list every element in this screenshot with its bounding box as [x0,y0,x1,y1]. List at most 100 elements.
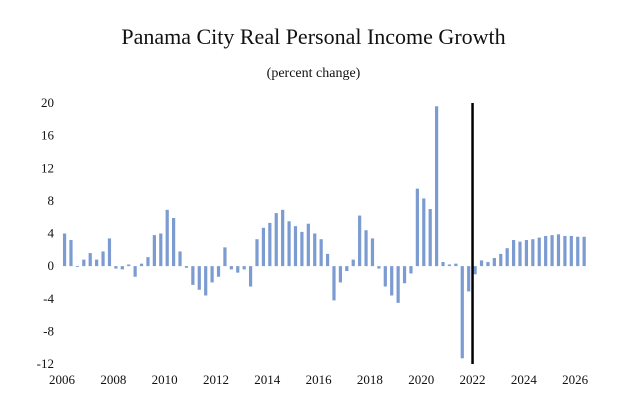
bar [325,253,330,267]
y-tick-label: 0 [48,258,55,273]
bar [402,266,407,284]
bar [370,238,375,267]
bar [287,221,291,267]
bar [364,230,368,267]
bar [467,266,471,292]
x-tick-label: 2016 [306,372,333,387]
bar [576,236,580,267]
bar [120,266,124,270]
bar [306,223,310,267]
bar [479,260,484,267]
bar [62,233,67,267]
bar [88,253,92,267]
bar [75,266,79,267]
y-tick-label: 20 [41,95,54,110]
x-tick-label: 2022 [460,372,486,387]
bar [569,235,573,267]
bar [518,241,522,267]
y-tick-label: -8 [43,323,54,338]
y-tick-label: -12 [37,356,54,371]
bar [441,262,445,267]
bar [268,222,272,267]
bar [556,234,561,267]
bar [390,266,394,296]
bar [300,231,304,267]
bar [377,266,381,269]
bar [95,259,99,267]
bar [563,235,567,267]
bar [415,188,419,267]
bar [351,259,355,267]
bar [127,264,131,267]
chart-subtitle: (percent change) [266,66,361,81]
bar [69,240,73,267]
bar [101,251,105,267]
y-tick-label: 4 [48,226,55,241]
bar [255,239,259,267]
bar [486,262,490,267]
bar [454,263,458,267]
x-tick-label: 2026 [562,372,589,387]
bar [216,266,221,277]
bar [422,198,426,267]
y-axis-ticks: 20 16 12 8 4 0 -4 -8 -12 [37,95,55,371]
bar [191,266,195,285]
bar [114,266,118,269]
bar [82,259,86,267]
bar [435,106,439,267]
bar [146,257,150,267]
bar [473,266,477,275]
bar [178,251,182,267]
bar [524,240,529,267]
x-tick-label: 2014 [254,372,281,387]
bar [139,263,144,267]
bar [313,233,317,267]
bar [505,248,509,267]
bar [274,213,278,267]
bar [293,226,298,267]
bar [184,266,189,268]
x-tick-label: 2024 [511,372,538,387]
bar [242,266,246,270]
chart-title: Panama City Real Personal Income Growth [121,24,506,49]
bar [172,218,176,267]
bar [261,227,266,267]
bar [544,235,548,267]
bar [550,235,554,267]
bar [107,238,112,267]
bar [409,266,413,274]
bar [537,237,541,267]
x-tick-label: 2018 [357,372,383,387]
y-tick-label: -4 [43,291,54,306]
bar [133,266,137,277]
bar [210,266,214,283]
bar [499,253,503,267]
bar [197,266,201,290]
bar [447,264,452,267]
bar [582,236,586,267]
bar [229,266,233,270]
bar [511,240,516,267]
bar [338,266,342,283]
bar [396,266,400,303]
bar [319,239,323,267]
bar [165,209,169,267]
y-tick-label: 8 [48,193,55,208]
x-tick-label: 2010 [152,372,178,387]
bar [236,266,240,273]
bar [345,266,349,272]
bar [428,209,432,267]
bar [281,209,285,267]
bar [204,266,208,296]
bar [492,257,496,267]
bar [383,266,387,287]
bar [332,266,336,301]
y-tick-label: 16 [41,128,55,143]
bar [223,247,227,267]
x-tick-label: 2020 [408,372,434,387]
x-tick-label: 2008 [100,372,126,387]
bar [460,266,464,359]
x-tick-label: 2006 [49,372,76,387]
